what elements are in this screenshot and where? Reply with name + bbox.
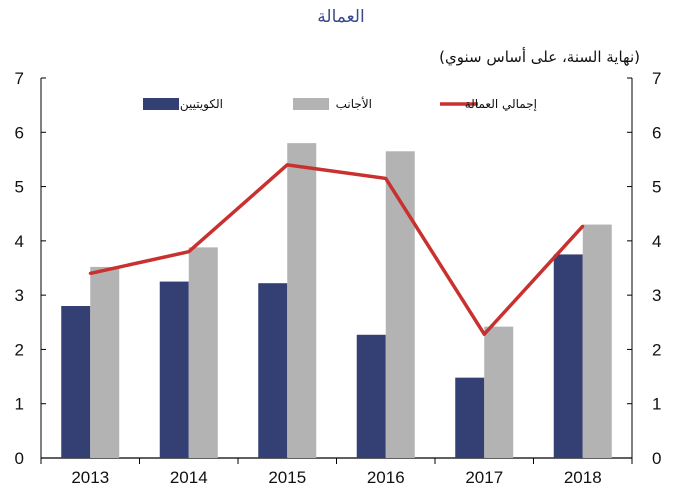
bar-expat-2014 xyxy=(188,247,218,458)
bar-kuwaiti-2013 xyxy=(61,306,91,458)
line-point xyxy=(285,163,289,167)
y-tick-label-right: 0 xyxy=(652,449,661,468)
bars xyxy=(61,143,612,459)
legend-label: الكويتيين xyxy=(180,97,223,112)
y-tick-label-left: 7 xyxy=(15,69,24,88)
y-tick-label-left: 5 xyxy=(15,178,24,197)
y-tick-label-right: 5 xyxy=(652,178,661,197)
legend-swatch xyxy=(293,98,329,110)
x-tick-label: 2017 xyxy=(465,468,503,487)
y-tick-label-left: 1 xyxy=(15,395,24,414)
line-series xyxy=(88,163,585,336)
line-point xyxy=(482,332,486,336)
bar-kuwaiti-2014 xyxy=(159,281,189,458)
chart-title: العمالة xyxy=(317,7,364,27)
y-tick-label-right: 2 xyxy=(652,340,661,359)
bar-kuwaiti-2017 xyxy=(455,377,485,458)
legend-label: إجمالي العمالة xyxy=(465,97,537,111)
legend-swatch xyxy=(143,98,179,110)
bar-expat-2013 xyxy=(90,266,120,458)
legend: إجمالي العمالة الأجانب الكويتيين xyxy=(143,96,537,112)
y-tick-label-right: 3 xyxy=(652,286,661,305)
line-point xyxy=(384,176,388,180)
line-point xyxy=(88,271,92,275)
x-tick-label: 2013 xyxy=(71,468,109,487)
axes xyxy=(40,77,633,464)
y-tick-label-right: 7 xyxy=(652,69,661,88)
x-tick-label: 2015 xyxy=(268,468,306,487)
y-tick-label-right: 6 xyxy=(652,123,661,142)
y-tick-label-left: 4 xyxy=(15,232,24,251)
y-tick-label-left: 3 xyxy=(15,286,24,305)
y-tick-label-right: 4 xyxy=(652,232,661,251)
line-point xyxy=(581,224,585,228)
legend-label: الأجانب xyxy=(336,96,372,111)
y-tick-label-right: 1 xyxy=(652,395,661,414)
bar-expat-2017 xyxy=(484,326,514,458)
y-tick-label-left: 2 xyxy=(15,340,24,359)
x-tick-label: 2016 xyxy=(367,468,405,487)
bar-expat-2015 xyxy=(287,143,317,458)
bar-kuwaiti-2018 xyxy=(553,254,583,458)
x-tick-label: 2018 xyxy=(564,468,602,487)
y-tick-label-left: 6 xyxy=(15,123,24,142)
x-tick-label: 2014 xyxy=(170,468,208,487)
bar-kuwaiti-2016 xyxy=(356,334,386,458)
bar-kuwaiti-2015 xyxy=(258,283,288,458)
line-point xyxy=(187,250,191,254)
bar-expat-2018 xyxy=(582,224,612,458)
chart-subtitle: (نهاية السنة، على أساس سنوي) xyxy=(439,47,640,67)
line-total-employment xyxy=(89,163,585,336)
y-tick-label-left: 0 xyxy=(15,449,24,468)
bar-expat-2016 xyxy=(385,151,415,459)
tick-labels: 0 0 1 1 2 2 3 3 4 4 5 5 6 6 7 7 2013 2014 2015 2016 2017 2018 xyxy=(15,69,662,487)
